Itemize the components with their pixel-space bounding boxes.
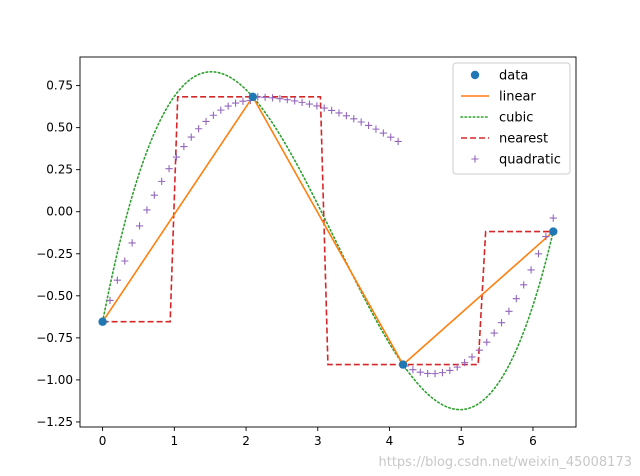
quadratic-point <box>150 191 158 199</box>
x-tick-label: 5 <box>457 434 465 448</box>
quadratic-point <box>483 338 491 346</box>
quadratic-point <box>527 266 535 274</box>
quadratic-point <box>534 250 543 258</box>
quadratic-point <box>446 366 454 375</box>
quadratic-point <box>261 93 269 101</box>
quadratic-point <box>505 307 513 315</box>
quadratic-point <box>143 206 151 214</box>
quadratic-point <box>409 366 417 374</box>
quadratic-point <box>106 296 114 304</box>
watermark: https://blog.csdn.net/weixin_45008173 <box>378 455 632 470</box>
quadratic-point <box>438 369 447 377</box>
quadratic-point <box>387 133 395 141</box>
quadratic-point <box>372 125 380 133</box>
quadratic-point <box>424 369 432 378</box>
series-nearest-line <box>102 96 554 366</box>
legend-label-linear: linear <box>499 90 536 105</box>
y-tick-label: 0.50 <box>46 121 73 135</box>
y-tick-label: −1.25 <box>36 415 73 429</box>
y-tick-label: −0.50 <box>36 289 73 303</box>
data-point <box>398 360 408 369</box>
quadratic-point <box>364 121 373 130</box>
series-cubic-line <box>101 70 555 411</box>
quadratic-point <box>490 329 498 337</box>
x-tick-label: 6 <box>529 434 537 448</box>
y-tick-label: −0.25 <box>36 247 73 261</box>
quadratic-point <box>158 177 166 185</box>
quadratic-point <box>350 115 358 123</box>
y-tick-label: 0.00 <box>46 205 73 219</box>
x-tick-label: 2 <box>242 434 250 448</box>
series-data <box>98 92 558 369</box>
legend-label-nearest: nearest <box>499 132 548 147</box>
quadratic-point <box>239 97 247 105</box>
quadratic-point <box>549 214 557 222</box>
quadratic-point <box>180 142 188 151</box>
series-linear-line <box>101 95 554 366</box>
quadratic-point <box>497 319 506 327</box>
legend-marker-quadratic <box>471 155 479 163</box>
quadratic-point <box>357 118 365 126</box>
quadratic-point <box>298 98 306 106</box>
quadratic-point <box>202 117 210 126</box>
y-tick-label: −1.00 <box>36 373 73 387</box>
quadratic-point <box>328 106 336 115</box>
data-point <box>549 227 558 236</box>
quadratic-point <box>195 125 203 133</box>
quadratic-point <box>461 359 469 367</box>
quadratic-point <box>313 102 321 110</box>
quadratic-point <box>453 363 461 371</box>
legend-label-data: data <box>499 69 528 84</box>
quadratic-point <box>520 281 528 289</box>
quadratic-point <box>231 99 240 107</box>
y-tick-label: −0.75 <box>36 331 73 345</box>
quadratic-point <box>283 96 291 104</box>
quadratic-point <box>416 368 424 376</box>
x-tick-label: 1 <box>171 434 179 448</box>
quadratic-point <box>379 129 387 137</box>
y-tick-label: 0.75 <box>46 79 73 93</box>
quadratic-point <box>268 94 277 102</box>
data-point <box>248 92 257 102</box>
x-tick-label: 4 <box>386 434 394 448</box>
quadratic-point <box>475 346 483 354</box>
quadratic-point <box>512 295 520 303</box>
quadratic-point <box>113 276 121 284</box>
x-tick-label: 3 <box>314 434 322 448</box>
quadratic-point <box>276 95 284 103</box>
quadratic-point <box>542 232 550 241</box>
quadratic-point <box>217 106 225 114</box>
quadratic-point <box>187 133 195 141</box>
legend-label-quadratic: quadratic <box>499 153 561 168</box>
quadratic-point <box>320 104 328 112</box>
quadratic-point <box>121 257 129 265</box>
legend: data linear cubic nearest quadratic <box>452 62 571 175</box>
series-quadratic <box>98 93 557 378</box>
x-tick-label: 0 <box>99 434 107 448</box>
quadratic-point <box>128 239 136 247</box>
quadratic-point <box>305 100 314 108</box>
legend-box <box>452 62 571 175</box>
data-point <box>98 317 107 326</box>
legend-label-cubic: cubic <box>499 111 533 126</box>
quadratic-point <box>342 112 350 120</box>
quadratic-point <box>394 137 402 146</box>
quadratic-point <box>431 370 439 378</box>
legend-marker-data <box>470 70 480 80</box>
quadratic-point <box>468 353 476 361</box>
quadratic-point <box>135 222 144 230</box>
quadratic-point <box>172 153 181 161</box>
y-tick-label: 0.25 <box>46 163 73 177</box>
quadratic-point <box>335 109 343 117</box>
quadratic-point <box>291 97 299 105</box>
quadratic-point <box>165 165 173 173</box>
axes-frame <box>79 56 577 428</box>
quadratic-point <box>209 111 218 119</box>
quadratic-point <box>224 102 232 110</box>
